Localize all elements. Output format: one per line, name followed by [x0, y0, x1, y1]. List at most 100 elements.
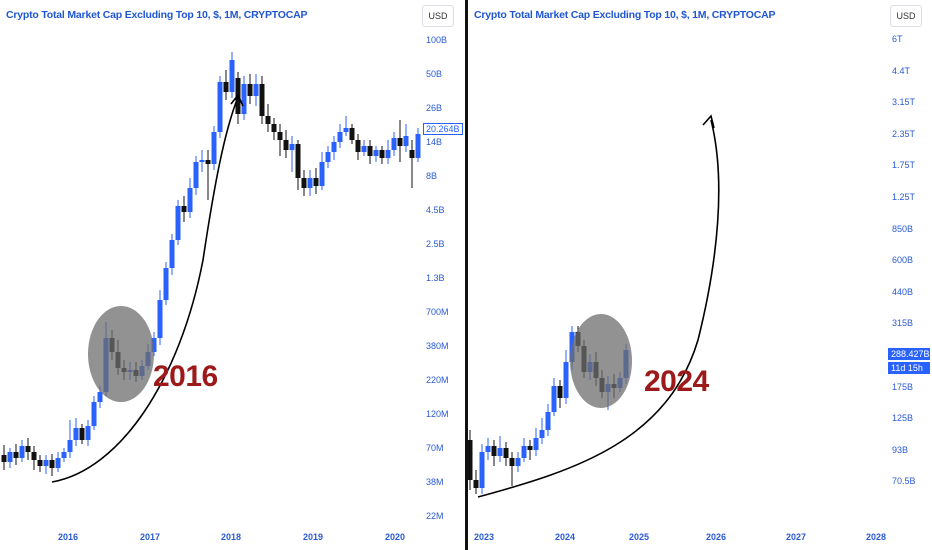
candle-body	[379, 150, 385, 158]
y-tick-label: 1.25T	[892, 192, 916, 202]
y-tick-label: 850B	[892, 223, 914, 234]
candle-body	[367, 146, 373, 156]
candle-body	[73, 428, 79, 440]
y-tick-label: 220M	[426, 375, 449, 385]
candle-body	[265, 116, 271, 124]
x-tick-label: 2025	[629, 532, 650, 542]
y-tick-label: 1.3B	[426, 273, 445, 283]
candle-body	[13, 452, 19, 458]
candle-body	[539, 430, 545, 438]
candle-body	[551, 386, 557, 412]
y-tick-label: 315B	[892, 318, 914, 329]
right-chart-panel: Crypto Total Market Cap Excluding Top 10…	[468, 0, 932, 550]
x-tick-label: 2016	[58, 532, 79, 542]
y-tick-label: 70.5B	[892, 476, 916, 487]
x-tick-label: 2026	[706, 532, 727, 542]
candle-body	[301, 178, 307, 188]
left-year-annotation: 2016	[153, 360, 218, 393]
y-tick-label: 22M	[426, 511, 444, 521]
candle-body	[1, 455, 7, 462]
candle-body	[391, 138, 397, 150]
left-chart-panel: Crypto Total Market Cap Excluding Top 10…	[1, 5, 463, 542]
y-tick-label: 93B	[892, 444, 909, 455]
right-currency-selector[interactable]: USD	[890, 5, 922, 27]
candle-body	[169, 240, 175, 268]
candle-body	[397, 138, 403, 146]
candle-body	[283, 140, 289, 150]
x-tick-label: 2018	[221, 532, 242, 542]
panel-divider[interactable]	[465, 0, 468, 550]
candle-body	[373, 150, 379, 156]
right-countdown-label: 11d 15h	[888, 362, 930, 374]
x-tick-label: 2019	[303, 532, 324, 542]
candle-body	[211, 132, 217, 164]
candle-body	[515, 458, 521, 466]
y-tick-label: 120M	[426, 409, 449, 419]
candle-body	[67, 440, 73, 452]
candle-body	[91, 402, 97, 426]
y-tick-label: 4.4T	[892, 65, 911, 76]
y-tick-label: 2.5B	[426, 239, 445, 249]
y-tick-label: 600B	[892, 255, 914, 266]
left-currency-selector[interactable]: USD	[422, 5, 454, 27]
candle-body	[37, 460, 43, 466]
left-chart-canvas	[1, 52, 421, 483]
y-tick-label: 440B	[892, 286, 914, 297]
y-tick-label: 3.15T	[892, 97, 916, 108]
y-tick-label: 175B	[892, 381, 914, 392]
right-chart-title: Crypto Total Market Cap Excluding Top 10…	[474, 9, 776, 21]
candle-body	[25, 446, 31, 452]
candle-body	[533, 438, 539, 450]
y-tick-label: 700M	[426, 307, 449, 317]
x-tick-label: 2023	[474, 532, 495, 542]
right-trend-arrow	[477, 119, 720, 498]
candle-body	[319, 162, 325, 186]
candle-body	[253, 84, 259, 96]
candle-body	[55, 458, 61, 468]
candle-body	[175, 206, 181, 240]
right-arrow-head	[702, 114, 715, 129]
candle-body	[343, 128, 349, 132]
candle-body	[403, 136, 409, 146]
candle-body	[85, 426, 91, 440]
candle-body	[181, 206, 187, 212]
candle-body	[295, 144, 301, 178]
candle-body	[557, 386, 563, 398]
candle-body	[385, 150, 391, 158]
y-tick-label: 8B	[426, 171, 438, 181]
candle-body	[479, 452, 485, 488]
candle-body	[151, 338, 157, 352]
candle-body	[217, 82, 223, 132]
candle-body	[337, 132, 343, 142]
candle-body	[187, 188, 193, 212]
candle-body	[31, 452, 37, 460]
right-highlight-circle	[570, 314, 632, 408]
y-tick-label: 125B	[892, 413, 914, 424]
y-tick-label: 70M	[426, 443, 444, 453]
candle-body	[199, 160, 205, 162]
y-tick-label: 4.5B	[426, 205, 445, 215]
candle-body	[43, 460, 49, 466]
candle-body	[485, 446, 491, 452]
candle-body	[97, 392, 103, 402]
y-tick-label: 380M	[426, 341, 449, 351]
candle-body	[355, 140, 361, 152]
candle-body	[349, 128, 355, 140]
candle-body	[7, 452, 13, 462]
candle-body	[313, 178, 319, 186]
y-tick-label: 6T	[892, 34, 903, 44]
x-tick-label: 2028	[866, 532, 887, 542]
right-chart-canvas	[468, 114, 720, 498]
candle-body	[277, 132, 283, 140]
y-tick-label: 1.75T	[892, 160, 916, 171]
x-tick-label: 2020	[385, 532, 406, 542]
candle-body	[259, 84, 265, 116]
candle-body	[509, 458, 515, 466]
x-tick-label: 2024	[555, 532, 576, 542]
y-tick-label: 14B	[426, 137, 443, 147]
candle-body	[241, 84, 247, 114]
candle-body	[361, 146, 367, 152]
right-last-price-label: 288.427B	[888, 348, 930, 360]
candle-body	[289, 144, 295, 150]
candle-body	[527, 446, 533, 450]
